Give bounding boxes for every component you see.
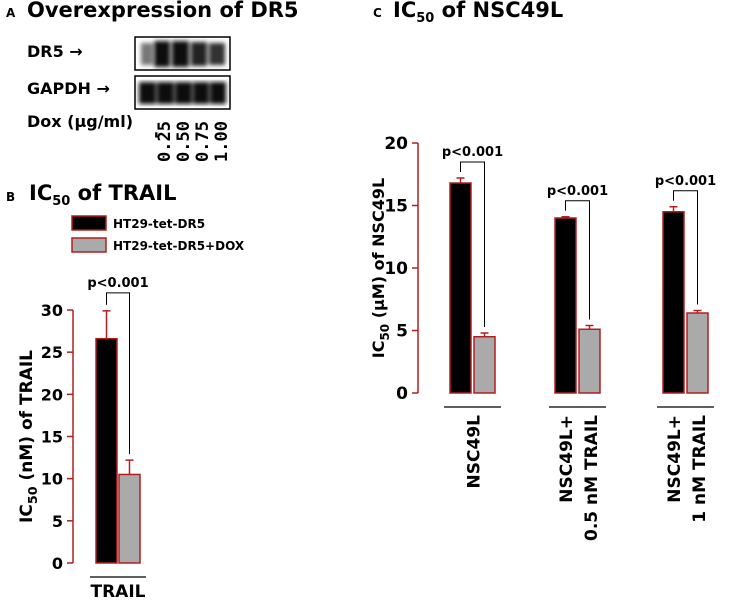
- panel-a-letter: A: [6, 6, 16, 20]
- significance-bracket: [673, 190, 698, 305]
- bar: [473, 336, 496, 394]
- y-axis-label: IC50 (nM) of TRAIL: [17, 350, 41, 523]
- dox-label: Dox (μg/ml): [27, 112, 134, 131]
- bar: [118, 473, 141, 564]
- y-tick-label: 15: [41, 428, 63, 447]
- legend-swatch: [71, 237, 107, 253]
- y-tick-label: 25: [41, 343, 63, 362]
- y-tick-label: 10: [41, 470, 63, 489]
- y-tick-label: 20: [41, 385, 63, 404]
- y-tick-label: 15: [384, 197, 408, 217]
- p-value-label: p<0.001: [547, 184, 608, 199]
- y-tick-label: 0: [396, 384, 408, 404]
- category-label: NSC49L+ 1 nM TRAIL: [665, 415, 710, 523]
- p-value-label: p<0.001: [442, 145, 503, 160]
- significance-bracket: [106, 292, 130, 455]
- p-value-label: p<0.001: [87, 276, 148, 291]
- category-label: NSC49L+ 0.5 nM TRAIL: [557, 415, 602, 541]
- bar: [578, 328, 601, 394]
- significance-bracket: [565, 200, 590, 320]
- category-label: NSC49L: [465, 415, 485, 489]
- panel-a-title: Overexpression of DR5: [27, 0, 299, 22]
- panel-b-title: IC50 of TRAIL: [29, 181, 177, 210]
- panel-c-title: IC50 of NSC49L: [393, 0, 564, 27]
- gapdh-bands: [139, 82, 226, 104]
- bar: [95, 337, 118, 564]
- panel-c-letter: C: [373, 6, 382, 20]
- legend-label: HT29-tet-DR5: [113, 217, 205, 231]
- dr5-bands: [141, 41, 225, 67]
- y-tick-label: 30: [41, 301, 63, 320]
- y-tick-label: 5: [396, 322, 408, 342]
- panel-b-letter: B: [6, 190, 16, 204]
- y-tick-label: 20: [384, 134, 408, 154]
- bar: [686, 312, 709, 394]
- y-tick-label: 0: [52, 554, 63, 573]
- y-axis-label: IC50 (μM) of NSC49L: [369, 178, 392, 359]
- significance-bracket: [460, 161, 485, 327]
- bar: [554, 217, 577, 394]
- legend-label: HT29-tet-DR5+DOX: [113, 239, 245, 253]
- category-label: TRAIL: [90, 582, 145, 602]
- y-tick-label: 10: [384, 259, 408, 279]
- dr5-blot-label: DR5 →: [27, 42, 83, 61]
- p-value-label: p<0.001: [655, 174, 716, 189]
- bar: [449, 182, 472, 394]
- y-tick-label: 5: [52, 512, 63, 531]
- gapdh-blot-label: GAPDH →: [27, 79, 110, 98]
- bar: [662, 211, 685, 394]
- western-blot-image: [134, 36, 231, 110]
- legend-swatch: [71, 215, 107, 231]
